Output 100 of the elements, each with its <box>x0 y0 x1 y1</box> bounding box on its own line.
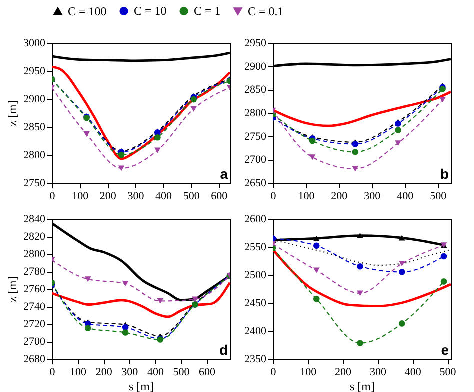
y-tick-label: 2850 <box>244 84 267 96</box>
y-tick-label: 2820 <box>24 231 46 243</box>
point <box>395 140 402 146</box>
y-tick-label: 2800 <box>24 150 46 162</box>
x-tick-label: 300 <box>370 366 387 378</box>
line-series <box>273 90 451 128</box>
y-axis-title: z [m] <box>6 276 20 302</box>
y-tick-label: 2680 <box>24 354 46 366</box>
x-axis-title: s [m] <box>129 380 154 392</box>
x-tick-label: 300 <box>364 190 382 202</box>
y-tick-label: 2500 <box>244 270 267 282</box>
x-tick-label: 500 <box>430 190 448 202</box>
point <box>154 134 161 141</box>
y-tick-label: 2600 <box>244 214 267 226</box>
x-tick-label: 400 <box>147 366 164 378</box>
point <box>190 106 198 112</box>
point <box>309 154 316 160</box>
x-tick-label: 600 <box>211 190 228 202</box>
legend-label: C = 0.1 <box>248 4 284 18</box>
y-tick-label: 2750 <box>24 178 46 190</box>
x-tick-label: 200 <box>100 190 117 202</box>
x-tick-label: 600 <box>199 366 216 378</box>
y-tick-label: 2900 <box>24 94 46 106</box>
x-tick-label: 400 <box>404 366 422 378</box>
y-tick-label: 2780 <box>24 266 46 278</box>
y-tick-label: 2800 <box>244 108 267 120</box>
y-tick-label: 2350 <box>244 354 267 366</box>
x-tick-label: 100 <box>72 190 90 202</box>
x-tick-label: 500 <box>440 366 457 378</box>
y-tick-label: 2740 <box>24 301 46 313</box>
point <box>398 261 406 267</box>
legend-label: C = 100 <box>68 4 107 18</box>
point <box>440 278 448 285</box>
x-tick-label: 500 <box>183 190 200 202</box>
x-axis-title: s [m] <box>350 380 375 392</box>
point <box>118 152 125 158</box>
y-tick-label: 2720 <box>24 318 46 330</box>
x-tick-label: 400 <box>156 190 172 202</box>
x-tick-label: 0 <box>50 366 56 378</box>
point <box>440 253 448 260</box>
y-tick-label: 2450 <box>244 298 267 310</box>
x-tick-label: 100 <box>70 366 88 378</box>
x-tick-label: 300 <box>128 190 145 202</box>
x-tick-label: 200 <box>331 190 348 202</box>
annotation: d <box>219 342 228 358</box>
point <box>84 132 90 138</box>
x-tick-label: 200 <box>335 366 352 378</box>
annotation: e <box>441 342 450 358</box>
y-tick-label: 2550 <box>244 242 267 254</box>
point <box>313 268 320 274</box>
point <box>357 290 364 296</box>
y-tick-label: 2850 <box>24 122 46 134</box>
point <box>313 296 320 302</box>
point <box>395 127 402 134</box>
y-tick-label: 2950 <box>244 38 267 50</box>
point <box>357 263 364 270</box>
point <box>398 269 406 276</box>
point <box>190 96 198 103</box>
point <box>398 235 406 241</box>
y-tick-label: 2700 <box>244 154 267 166</box>
x-tick-label: 0 <box>270 366 277 378</box>
point <box>122 281 129 286</box>
x-tick-label: 200 <box>96 366 113 378</box>
y-tick-label: 2840 <box>24 214 46 226</box>
point <box>313 242 320 250</box>
point <box>122 330 129 336</box>
legend-label: C = 1 <box>194 4 221 18</box>
y-tick-label: 2800 <box>24 248 46 260</box>
point <box>357 233 364 239</box>
y-tick-label: 2950 <box>24 66 46 78</box>
x-tick-label: 100 <box>300 366 318 378</box>
x-tick-label: 400 <box>397 190 414 202</box>
point <box>309 138 316 144</box>
y-tick-label: 2760 <box>24 284 46 296</box>
point <box>192 296 198 302</box>
x-tick-label: 0 <box>270 190 277 202</box>
point <box>352 149 359 156</box>
point <box>440 97 446 103</box>
y-tick-label: 2700 <box>24 336 46 348</box>
point <box>357 340 364 346</box>
y-tick-label: 3000 <box>24 38 46 50</box>
point <box>154 148 161 154</box>
y-tick-label: 2900 <box>244 60 267 73</box>
point <box>398 320 406 327</box>
x-tick-label: 100 <box>298 190 316 202</box>
y-tick-label: 2650 <box>244 178 267 190</box>
annotation: b <box>440 166 449 182</box>
point <box>352 166 359 172</box>
y-axis-title: z [m] <box>6 100 20 126</box>
point <box>157 298 164 304</box>
x-tick-label: 500 <box>173 366 190 378</box>
x-tick-label: 300 <box>122 366 139 378</box>
point <box>313 236 320 242</box>
x-tick-label: 0 <box>50 190 56 202</box>
line-series <box>52 282 230 318</box>
point <box>118 166 125 172</box>
point <box>84 325 92 332</box>
legend-label: C = 10 <box>134 4 167 18</box>
y-tick-label: 2400 <box>244 326 267 338</box>
point <box>84 276 92 282</box>
